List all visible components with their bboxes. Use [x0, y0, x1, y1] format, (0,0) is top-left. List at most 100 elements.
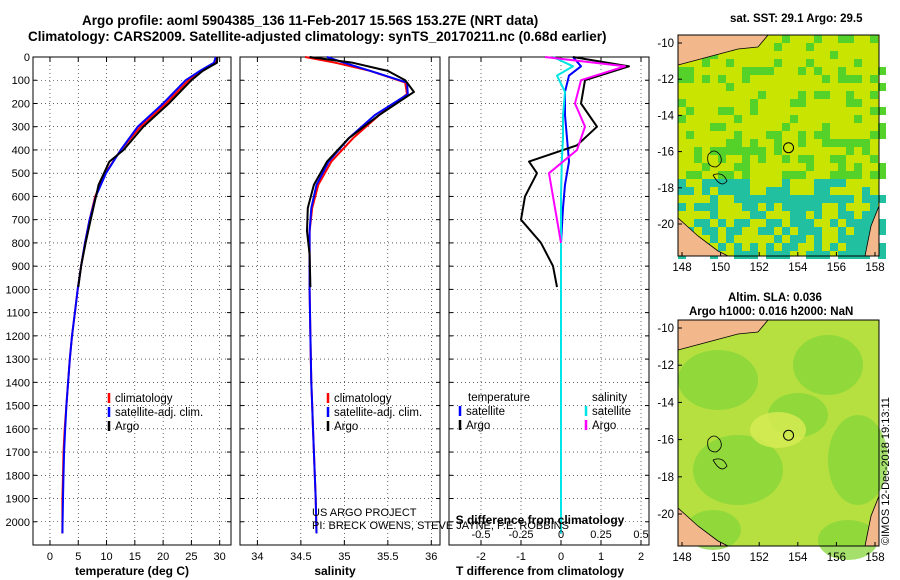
sst-cell	[702, 75, 710, 83]
sst-cell	[742, 251, 750, 259]
y-tick-label: 900	[12, 261, 30, 273]
sst-cell	[686, 67, 694, 75]
sst-cell	[790, 203, 798, 211]
sst-cell	[774, 219, 782, 227]
sst-cell	[838, 163, 846, 171]
sst-cell	[758, 155, 766, 163]
sst-cell	[766, 219, 774, 227]
lat-tick-label: -12	[657, 360, 674, 372]
sst-cell	[798, 99, 806, 107]
sst-cell	[758, 227, 766, 235]
sst-cell	[790, 211, 798, 219]
sst-cell	[814, 243, 822, 251]
sst-cell	[782, 171, 790, 179]
sst-cell	[838, 75, 846, 83]
sst-cell	[846, 195, 854, 203]
y-tick-label: 1600	[6, 424, 30, 436]
y-tick-label: 1700	[6, 447, 30, 459]
sst-cell	[878, 107, 886, 115]
sst-cell	[798, 203, 806, 211]
reef-outline	[707, 150, 728, 185]
y-tick-label: 400	[12, 145, 30, 157]
sst-cell	[838, 235, 846, 243]
lon-tick-label: 158	[865, 262, 884, 274]
lon-tick-label: 154	[788, 262, 808, 274]
sst-cell	[718, 243, 726, 251]
x-axis-label-top: S difference from climatology	[456, 513, 625, 527]
sst-cell	[678, 99, 686, 107]
sst-cell	[846, 171, 854, 179]
sst-cell	[686, 107, 694, 115]
sst-cell	[862, 219, 870, 227]
y-tick-label: 300	[12, 122, 30, 134]
sst-cell	[758, 211, 766, 219]
lon-tick-label: 152	[750, 552, 769, 564]
sst-cell	[830, 155, 838, 163]
sst-cell	[718, 219, 726, 227]
sst-cell	[878, 195, 886, 203]
sst-cell	[846, 139, 854, 147]
lat-tick-label: -18	[657, 472, 674, 484]
sst-cell	[782, 155, 790, 163]
sst-cell	[790, 115, 798, 123]
sst-cell	[870, 91, 878, 99]
sst-cell	[798, 195, 806, 203]
sst-cell	[782, 227, 790, 235]
legend-label: satellite	[592, 406, 631, 418]
sst-cell	[782, 35, 790, 43]
sst-cell	[710, 195, 718, 203]
sst-cell	[750, 67, 758, 75]
sst-cell	[878, 251, 886, 259]
sst-cell	[806, 195, 814, 203]
lat-tick-label: -10	[657, 38, 674, 50]
x-tick-label: 1	[598, 551, 604, 563]
sst-cell	[742, 219, 750, 227]
sst-cell	[742, 203, 750, 211]
sst-cell	[798, 139, 806, 147]
y-tick-label: 800	[12, 238, 30, 250]
series-line-temperature-argo	[520, 56, 630, 288]
sst-cell	[870, 171, 878, 179]
sst-cell	[710, 203, 718, 211]
sst-cell	[694, 155, 702, 163]
sst-cell	[718, 155, 726, 163]
sst-cell	[726, 59, 734, 67]
sst-cell	[726, 235, 734, 243]
sst-cell	[742, 179, 750, 187]
panel-frame	[32, 56, 232, 546]
sst-cell	[742, 67, 750, 75]
sst-cell	[814, 235, 822, 243]
sst-cell	[830, 179, 838, 187]
sst-map-title: sat. SST: 29.1 Argo: 29.5	[730, 13, 863, 25]
sst-cell	[774, 59, 782, 67]
x-axis-label: temperature (deg C)	[75, 564, 189, 578]
sst-cell	[742, 147, 750, 155]
sst-cell	[830, 139, 838, 147]
x-tick-label: 35	[338, 551, 350, 563]
sst-cell	[726, 139, 734, 147]
sst-cell	[750, 195, 758, 203]
series-line-argo	[77, 56, 219, 288]
x-tick-label: 0	[558, 551, 564, 563]
sst-cell	[870, 155, 878, 163]
sst-cell	[846, 147, 854, 155]
sst-cell	[822, 187, 830, 195]
sst-cell	[846, 219, 854, 227]
sst-cell	[766, 243, 774, 251]
legend-label: Argo	[466, 420, 490, 432]
sst-cell	[686, 187, 694, 195]
legend-label: satellite-adj. clim.	[115, 407, 203, 419]
sst-cell	[862, 187, 870, 195]
sst-cell	[878, 123, 886, 131]
sst-cell	[702, 203, 710, 211]
sst-cell	[798, 227, 806, 235]
sst-cell	[734, 179, 742, 187]
sst-cell	[766, 203, 774, 211]
sst-cell	[838, 35, 846, 43]
sst-cell	[750, 139, 758, 147]
sla-blob	[818, 520, 878, 560]
legend-label: climatology	[115, 393, 173, 405]
sst-cell	[862, 195, 870, 203]
map-frame	[677, 34, 880, 257]
